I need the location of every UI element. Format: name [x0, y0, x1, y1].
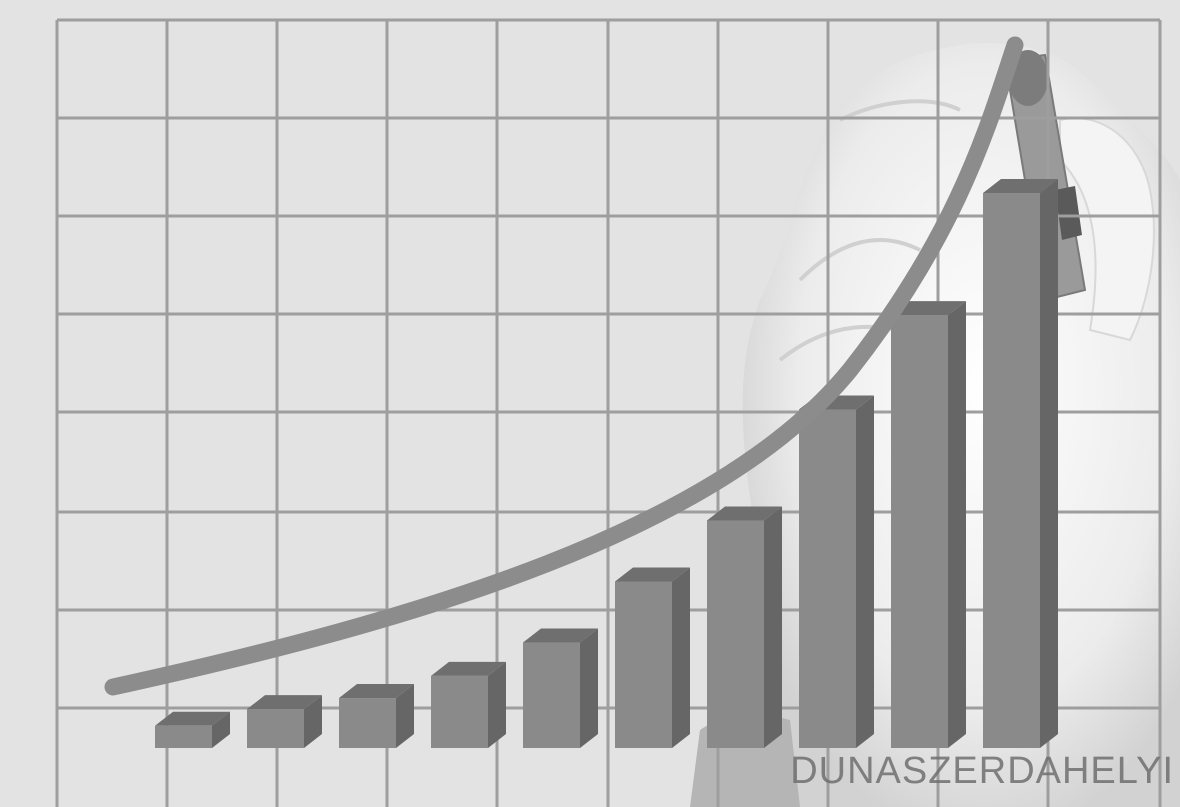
bar-side — [764, 506, 782, 748]
bar — [339, 684, 414, 748]
bar-side — [488, 661, 506, 748]
bar-side — [580, 628, 598, 748]
bar-front — [891, 315, 948, 748]
bar-top — [247, 695, 322, 710]
bar-front — [799, 409, 856, 748]
marker-pen — [1003, 50, 1087, 302]
marker-label — [1055, 186, 1082, 240]
bar-front — [615, 581, 672, 748]
growth-curve — [104, 36, 1024, 696]
bar-side — [1040, 179, 1058, 748]
bar — [523, 628, 598, 748]
bar-front — [339, 698, 396, 748]
bar-side — [304, 695, 322, 748]
bar-side — [396, 684, 414, 748]
bar — [799, 395, 874, 748]
bar-side — [672, 567, 690, 748]
bar — [707, 506, 782, 748]
marker-cap — [1008, 50, 1048, 106]
bar-front — [707, 520, 764, 748]
bar — [615, 567, 690, 748]
bar — [155, 711, 230, 748]
watermark-text: DUNASZERDAHELYI — [790, 750, 1174, 792]
bar-top — [707, 506, 782, 521]
bar — [983, 179, 1058, 748]
bar-top — [615, 567, 690, 582]
thumb — [1059, 117, 1155, 342]
bar-front — [431, 675, 488, 748]
bar-side — [212, 711, 230, 748]
bar — [431, 661, 506, 748]
bar-front — [983, 193, 1040, 748]
bar-front — [523, 642, 580, 748]
bar-top — [431, 661, 506, 676]
bar-front — [247, 709, 304, 748]
bar-top — [339, 684, 414, 699]
bar-side — [948, 301, 966, 748]
bar-top — [891, 301, 966, 316]
bar-side — [856, 395, 874, 748]
bar-front — [155, 725, 212, 748]
bar-top — [523, 628, 598, 643]
bar-top — [155, 711, 230, 726]
bar — [247, 695, 322, 748]
bar — [891, 301, 966, 748]
bar-top — [983, 179, 1058, 193]
bar-series — [155, 179, 1058, 748]
